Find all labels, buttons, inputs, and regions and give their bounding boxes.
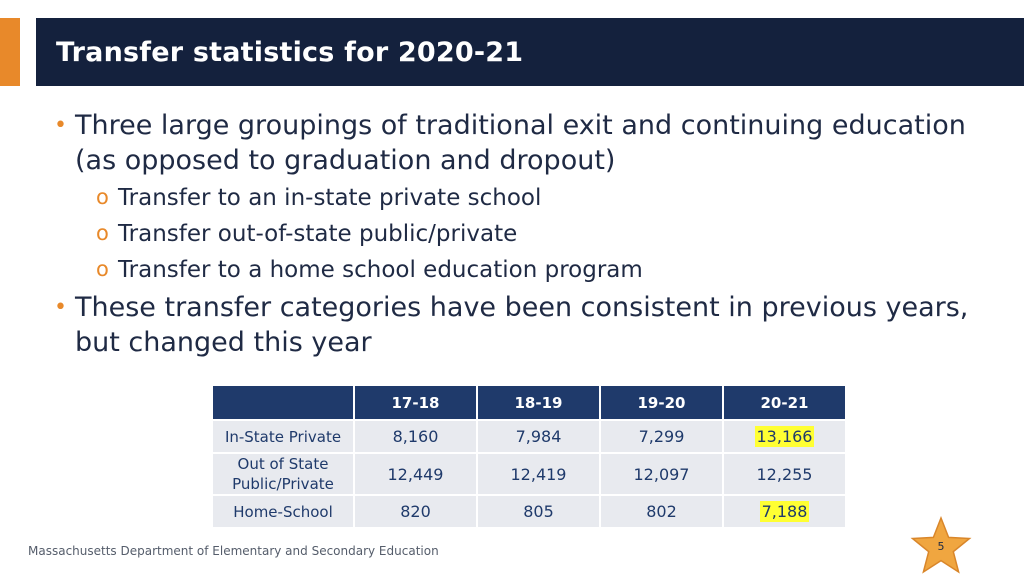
slide-title: Transfer statistics for 2020-21 (56, 36, 524, 68)
table-header-cell: 18-19 (477, 386, 601, 421)
table-cell-highlighted: 7,188 (723, 495, 847, 529)
title-accent-bar (0, 18, 20, 86)
page-number-star: 5 (910, 515, 972, 576)
table-header-cell (213, 386, 355, 421)
sub-bullet-text: Transfer to an in-state private school (118, 185, 542, 211)
sub-bullet-circle-icon: o (96, 185, 109, 209)
row-label: Home-School (213, 495, 355, 529)
table-cell: 7,984 (477, 420, 601, 454)
bullet-dot-icon: • (54, 113, 67, 138)
highlighted-value: 13,166 (754, 426, 815, 447)
bullet-text: These transfer categories have been cons… (75, 292, 969, 358)
table-cell: 8,160 (354, 420, 478, 454)
table-cell: 7,299 (600, 420, 724, 454)
table-row: Home-School 820 805 802 7,188 (213, 495, 847, 529)
sub-bullet-circle-icon: o (96, 221, 109, 245)
highlighted-value: 7,188 (759, 501, 810, 522)
sub-bullet-item: o Transfer out-of-state public/private (96, 216, 1002, 252)
transfer-stats-table: 17-18 18-19 19-20 20-21 In-State Private… (213, 386, 847, 529)
table-cell: 805 (477, 495, 601, 529)
table-cell: 820 (354, 495, 478, 529)
table-cell: 12,255 (723, 453, 847, 496)
table-cell: 12,419 (477, 453, 601, 496)
bullet-text: Three large groupings of traditional exi… (75, 110, 966, 176)
row-label: Out of State Public/Private (213, 453, 355, 496)
bullet-dot-icon: • (54, 295, 67, 320)
table-header-cell: 19-20 (600, 386, 724, 421)
sub-bullet-list: o Transfer to an in-state private school… (96, 180, 1002, 288)
table-header-cell: 17-18 (354, 386, 478, 421)
table-cell: 802 (600, 495, 724, 529)
star-icon (910, 515, 972, 574)
table-row: Out of State Public/Private 12,449 12,41… (213, 453, 847, 496)
bullet-item: • These transfer categories have been co… (52, 290, 1002, 360)
table-header-cell: 20-21 (723, 386, 847, 421)
table-row: In-State Private 8,160 7,984 7,299 13,16… (213, 420, 847, 454)
footer-org-name: Massachusetts Department of Elementary a… (28, 544, 439, 558)
slide-content: • Three large groupings of traditional e… (52, 108, 1002, 362)
table-cell-highlighted: 13,166 (723, 420, 847, 454)
sub-bullet-text: Transfer to a home school education prog… (118, 257, 643, 283)
bullet-item: • Three large groupings of traditional e… (52, 108, 1002, 178)
sub-bullet-item: o Transfer to a home school education pr… (96, 252, 1002, 288)
sub-bullet-text: Transfer out-of-state public/private (118, 221, 518, 247)
sub-bullet-item: o Transfer to an in-state private school (96, 180, 1002, 216)
title-bar: Transfer statistics for 2020-21 (36, 18, 1024, 86)
row-label: In-State Private (213, 420, 355, 454)
table-cell: 12,097 (600, 453, 724, 496)
table-cell: 12,449 (354, 453, 478, 496)
page-number: 5 (937, 540, 945, 553)
table-header-row: 17-18 18-19 19-20 20-21 (213, 386, 847, 421)
sub-bullet-circle-icon: o (96, 257, 109, 281)
